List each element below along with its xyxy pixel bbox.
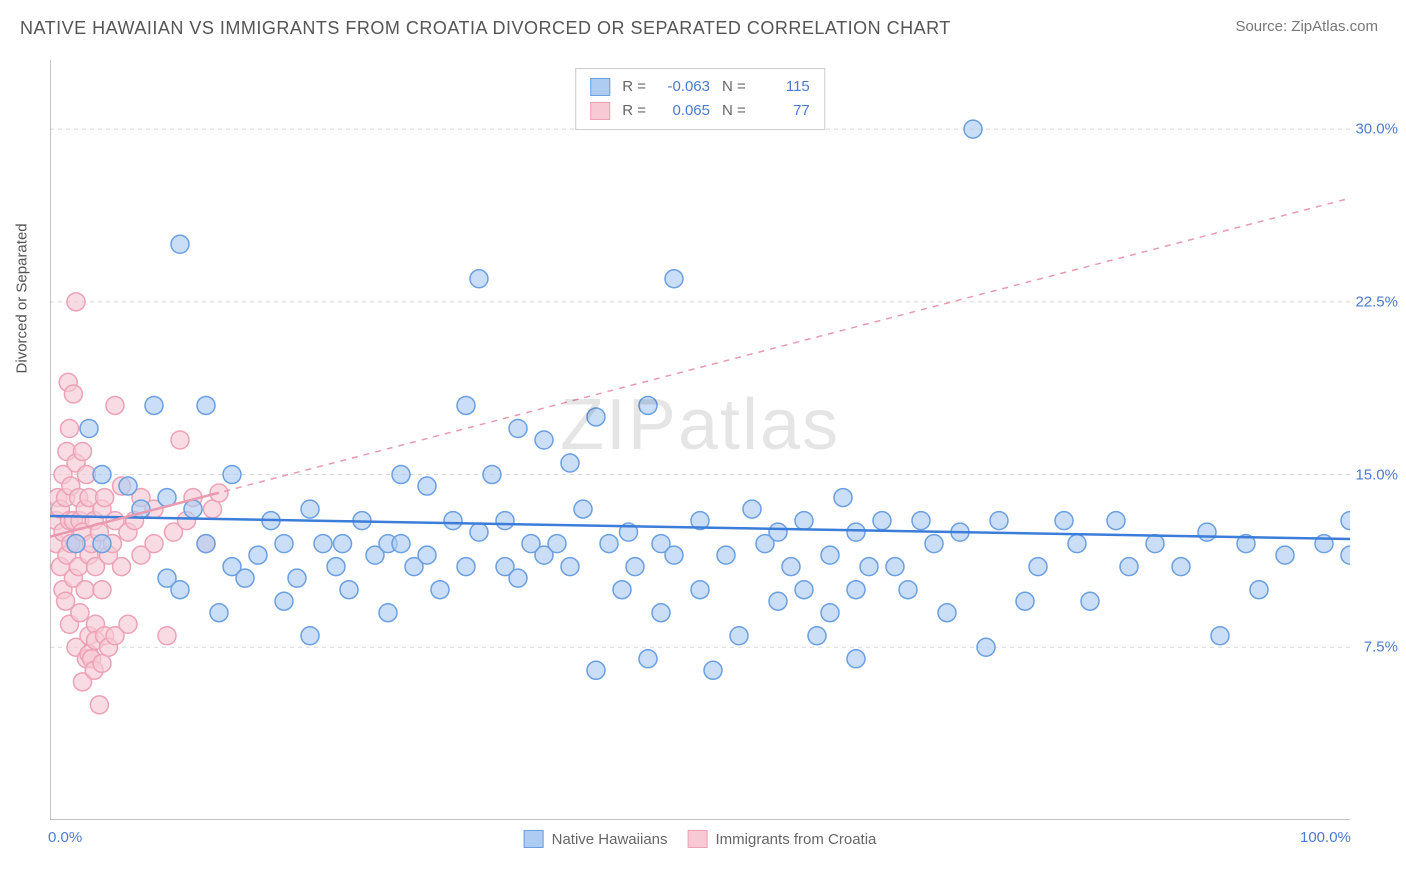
y-tick-label: 22.5% [1355, 293, 1398, 310]
chart-header: NATIVE HAWAIIAN VS IMMIGRANTS FROM CROAT… [0, 0, 1406, 47]
y-axis-label: Divorced or Separated [14, 223, 31, 373]
correlation-legend: R = -0.063 N = 115 R = 0.065 N = 77 [575, 68, 825, 130]
scatter-plot-svg [50, 60, 1350, 820]
legend-r-b: 0.065 [658, 99, 710, 123]
y-tick-label: 30.0% [1355, 121, 1398, 138]
legend-label-hawaiians: Native Hawaiians [552, 831, 668, 848]
legend-label-croatia: Immigrants from Croatia [716, 831, 877, 848]
x-tick-label: 0.0% [48, 829, 82, 846]
legend-swatch-blue [590, 78, 610, 96]
chart-area: Divorced or Separated R = -0.063 N = 115… [50, 60, 1350, 820]
legend-swatch-hawaiians [524, 830, 544, 848]
chart-source: Source: ZipAtlas.com [1235, 18, 1378, 35]
series-legend: Native Hawaiians Immigrants from Croatia [524, 830, 877, 848]
y-tick-label: 15.0% [1355, 466, 1398, 483]
legend-r-a: -0.063 [658, 75, 710, 99]
legend-n-b: 77 [758, 99, 810, 123]
legend-item-hawaiians: Native Hawaiians [524, 830, 668, 848]
legend-n-a: 115 [758, 75, 810, 99]
legend-row-series-b: R = 0.065 N = 77 [590, 99, 810, 123]
y-tick-label: 7.5% [1364, 639, 1398, 656]
legend-item-croatia: Immigrants from Croatia [688, 830, 877, 848]
legend-swatch-pink [590, 102, 610, 120]
chart-title: NATIVE HAWAIIAN VS IMMIGRANTS FROM CROAT… [20, 18, 951, 39]
legend-swatch-croatia [688, 830, 708, 848]
legend-row-series-a: R = -0.063 N = 115 [590, 75, 810, 99]
x-tick-label: 100.0% [1300, 829, 1351, 846]
